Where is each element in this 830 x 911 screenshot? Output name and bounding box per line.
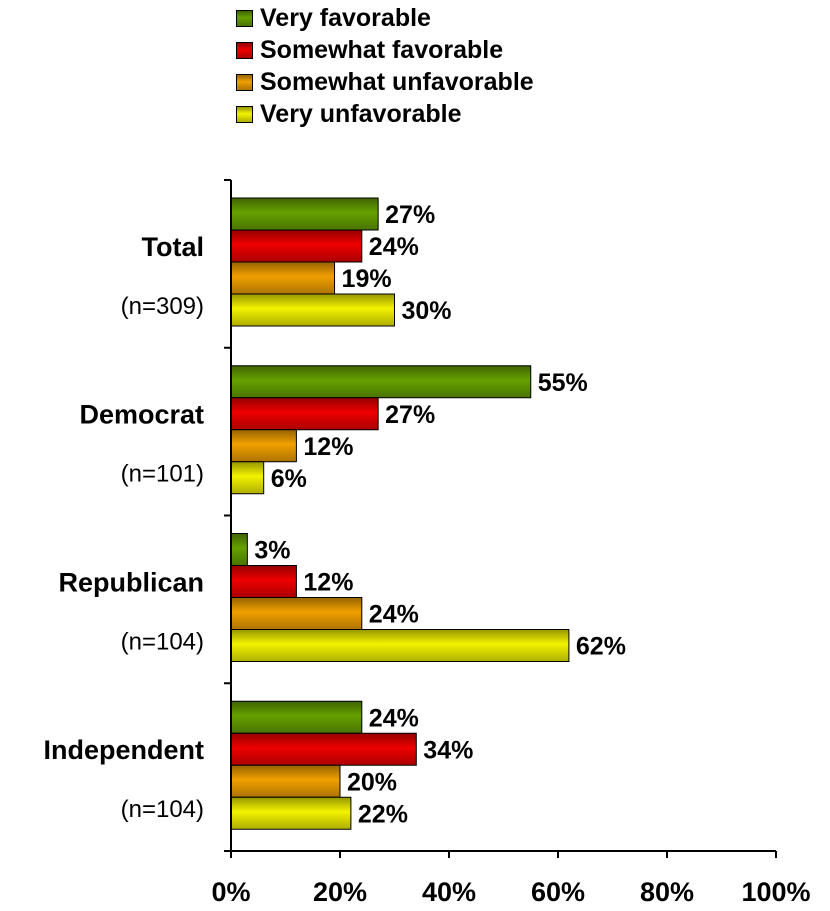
bar-independent-somewhat-unfavorable [230, 764, 341, 798]
value-label-independent-very-unfavorable: 22% [358, 800, 408, 828]
legend-swatch-somewhat-favorable [236, 41, 253, 59]
bar-republican-somewhat-unfavorable [230, 597, 363, 630]
value-label-independent-somewhat-favorable: 34% [423, 736, 473, 764]
x-tick-label: 60% [531, 877, 585, 907]
bar-total-somewhat-favorable [230, 229, 363, 263]
category-sublabel-democrat: (n=101) [121, 461, 204, 488]
value-label-independent-very-favorable: 24% [369, 704, 419, 732]
category-label-total: Total [142, 232, 205, 262]
bar-independent-very-favorable [230, 700, 363, 734]
value-label-republican-somewhat-unfavorable: 24% [369, 601, 419, 629]
value-label-total-somewhat-unfavorable: 19% [342, 265, 392, 293]
bar-republican-very-favorable [230, 533, 248, 566]
value-label-independent-somewhat-unfavorable: 20% [347, 768, 397, 796]
value-label-democrat-very-favorable: 55% [538, 369, 588, 397]
bar-democrat-somewhat-favorable [230, 397, 379, 431]
legend-item-very-unfavorable: Very unfavorable [236, 98, 534, 130]
category-sublabel-total: (n=309) [121, 293, 204, 320]
bar-democrat-somewhat-unfavorable [230, 429, 297, 463]
x-tick-label: 0% [211, 877, 250, 907]
legend-swatch-very-favorable [236, 9, 253, 27]
legend-label-very-unfavorable: Very unfavorable [260, 99, 462, 128]
x-tick-label: 100% [741, 877, 810, 907]
value-label-democrat-somewhat-unfavorable: 12% [303, 433, 353, 461]
value-label-democrat-somewhat-favorable: 27% [385, 401, 435, 429]
legend-swatch-somewhat-unfavorable [236, 73, 253, 91]
category-sublabel-republican: (n=104) [121, 628, 204, 655]
bar-total-very-favorable [230, 197, 379, 231]
value-label-total-somewhat-favorable: 24% [369, 233, 419, 261]
x-tick-label: 40% [422, 877, 476, 907]
bar-republican-somewhat-favorable [230, 565, 297, 598]
value-label-total-very-unfavorable: 30% [402, 297, 452, 325]
x-tick-label: 80% [640, 877, 694, 907]
legend: Very favorable Somewhat favorable Somewh… [236, 2, 534, 130]
legend-swatch-very-unfavorable [236, 105, 253, 123]
category-label-democrat: Democrat [79, 400, 204, 430]
value-label-democrat-very-unfavorable: 6% [271, 465, 307, 493]
bar-independent-very-unfavorable [230, 796, 352, 830]
legend-item-somewhat-unfavorable: Somewhat unfavorable [236, 66, 534, 98]
bar-republican-very-unfavorable [230, 629, 570, 662]
legend-item-somewhat-favorable: Somewhat favorable [236, 34, 534, 66]
bar-independent-somewhat-favorable [230, 732, 417, 766]
category-label-republican: Republican [58, 567, 204, 597]
value-label-republican-very-unfavorable: 62% [576, 633, 626, 661]
value-label-total-very-favorable: 27% [385, 201, 435, 229]
category-sublabel-independent: (n=104) [121, 796, 204, 823]
category-label-independent: Independent [44, 735, 205, 765]
legend-label-somewhat-unfavorable: Somewhat unfavorable [260, 67, 534, 96]
value-label-republican-very-favorable: 3% [254, 537, 290, 565]
legend-item-very-favorable: Very favorable [236, 2, 534, 34]
x-tick-label: 20% [313, 877, 367, 907]
legend-label-somewhat-favorable: Somewhat favorable [260, 35, 504, 64]
bar-democrat-very-favorable [230, 365, 532, 399]
legend-label-very-favorable: Very favorable [260, 3, 431, 32]
bar-democrat-very-unfavorable [230, 461, 265, 495]
value-label-republican-somewhat-favorable: 12% [303, 569, 353, 597]
bar-total-very-unfavorable [230, 293, 395, 327]
bar-total-somewhat-unfavorable [230, 261, 336, 295]
